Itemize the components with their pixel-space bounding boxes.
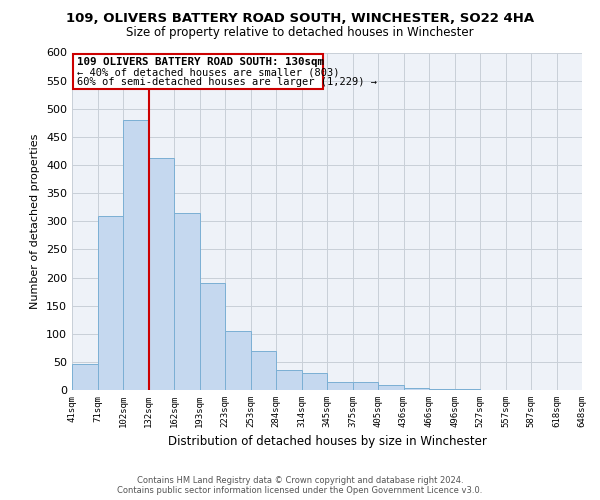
Text: 60% of semi-detached houses are larger (1,229) →: 60% of semi-detached houses are larger (…: [77, 76, 377, 86]
Text: ← 40% of detached houses are smaller (803): ← 40% of detached houses are smaller (80…: [77, 67, 340, 77]
Text: Size of property relative to detached houses in Winchester: Size of property relative to detached ho…: [126, 26, 474, 39]
Bar: [251, 351, 276, 390]
Bar: [97, 216, 123, 390]
X-axis label: Distribution of detached houses by size in Winchester: Distribution of detached houses by size …: [167, 436, 487, 448]
Bar: [149, 158, 174, 390]
Bar: [327, 382, 353, 390]
Bar: [276, 370, 302, 390]
Bar: [174, 213, 199, 390]
Text: Contains HM Land Registry data © Crown copyright and database right 2024.
Contai: Contains HM Land Registry data © Crown c…: [118, 476, 482, 495]
Bar: [429, 389, 455, 390]
Bar: [72, 364, 97, 390]
Text: 109 OLIVERS BATTERY ROAD SOUTH: 130sqm: 109 OLIVERS BATTERY ROAD SOUTH: 130sqm: [77, 57, 324, 67]
Text: 109, OLIVERS BATTERY ROAD SOUTH, WINCHESTER, SO22 4HA: 109, OLIVERS BATTERY ROAD SOUTH, WINCHES…: [66, 12, 534, 26]
FancyBboxPatch shape: [73, 54, 323, 89]
Bar: [404, 388, 429, 390]
Bar: [378, 385, 404, 390]
Bar: [353, 382, 378, 390]
Bar: [123, 120, 149, 390]
Y-axis label: Number of detached properties: Number of detached properties: [31, 134, 40, 309]
Bar: [199, 282, 225, 390]
Bar: [302, 373, 327, 390]
Bar: [225, 331, 251, 390]
